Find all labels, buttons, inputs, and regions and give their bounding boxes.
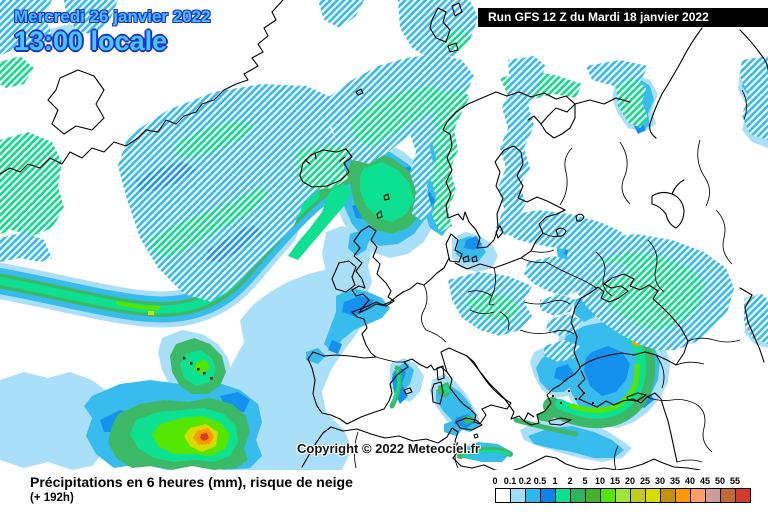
scale-color-box xyxy=(495,488,511,503)
scale-color-box xyxy=(630,488,646,503)
scale-tick-label: 0.1 xyxy=(503,476,517,486)
scale-color-box xyxy=(615,488,631,503)
snow-risk-hatching xyxy=(0,0,768,362)
scale-color-box xyxy=(555,488,571,503)
scale-color-box xyxy=(735,488,751,503)
scale-color-box xyxy=(675,488,691,503)
scale-tick-label: 35 xyxy=(669,476,680,486)
scale-tick-label: 45 xyxy=(699,476,710,486)
scale-tick-label: 0.5 xyxy=(533,476,547,486)
legend-title: Précipitations en 6 heures (mm), risque … xyxy=(30,474,353,490)
scale-tick-label: 5 xyxy=(582,476,588,486)
country-borders xyxy=(353,89,747,471)
scale-color-box xyxy=(585,488,601,503)
scale-color-box xyxy=(690,488,706,503)
scale-tick-label: 40 xyxy=(684,476,695,486)
forecast-hour-label: (+ 192h) xyxy=(30,492,74,504)
precipitation-color-scale: 0 0.1 0.2 0.5 1 2 5 10 15 20 25 30 35 40 45 50 55 xyxy=(492,470,768,512)
scale-tick-label: 20 xyxy=(624,476,635,486)
run-info-badge: Run GFS 12 Z du Mardi 18 janvier 2022 xyxy=(478,8,768,27)
scale-color-box xyxy=(525,488,541,503)
scale-tick-label: 2 xyxy=(567,476,573,486)
scale-color-box xyxy=(510,488,526,503)
scale-tick-label: 50 xyxy=(714,476,725,486)
scale-color-box xyxy=(645,488,661,503)
scale-tick-label: 25 xyxy=(639,476,650,486)
scale-tick-label: 15 xyxy=(609,476,620,486)
scale-tick-label: 30 xyxy=(654,476,665,486)
scale-color-box xyxy=(720,488,736,503)
forecast-date-overlay: Mercredi 26 janvier 2022 13:00 locale xyxy=(14,7,211,56)
scale-tick-label: 10 xyxy=(594,476,605,486)
scale-color-box xyxy=(660,488,676,503)
scale-color-box xyxy=(570,488,586,503)
scale-tick-label: 0 xyxy=(492,476,498,486)
scale-tick-label: 0.2 xyxy=(518,476,532,486)
scale-color-box xyxy=(705,488,721,503)
forecast-date-label: Mercredi 26 janvier 2022 xyxy=(14,7,211,26)
scale-tick-label: 1 xyxy=(552,476,558,486)
scale-color-box xyxy=(600,488,616,503)
forecast-time-label: 13:00 locale xyxy=(14,25,168,56)
scale-tick-label: 55 xyxy=(729,476,740,486)
scale-color-box xyxy=(540,488,556,503)
copyright-watermark: Copyright © 2022 Meteociel.fr xyxy=(297,441,480,456)
legend-bar: Précipitations en 6 heures (mm), risque … xyxy=(0,470,768,512)
